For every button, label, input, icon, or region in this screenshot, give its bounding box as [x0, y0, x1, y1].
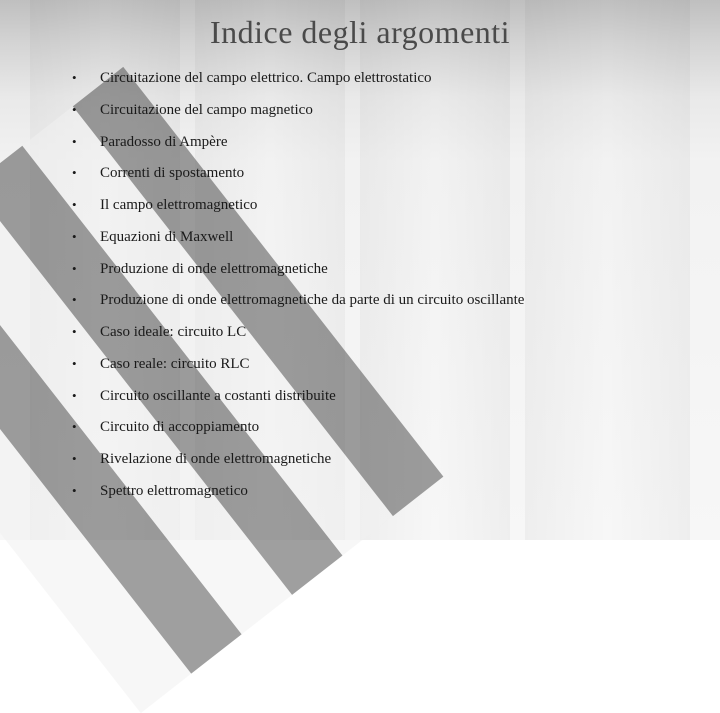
- list-item: Caso reale: circuito RLC: [72, 357, 720, 373]
- list-item: Il campo elettromagnetico: [72, 198, 720, 214]
- list-item: Produzione di onde elettromagnetiche: [72, 262, 720, 278]
- list-item: Circuitazione del campo magnetico: [72, 103, 720, 119]
- list-item: Correnti di spostamento: [72, 166, 720, 182]
- list-item: Produzione di onde elettromagnetiche da …: [72, 293, 720, 309]
- topics-list: Circuitazione del campo elettrico. Campo…: [0, 71, 720, 500]
- list-item: Equazioni di Maxwell: [72, 230, 720, 246]
- list-item: Circuito oscillante a costanti distribui…: [72, 389, 720, 405]
- list-item: Circuitazione del campo elettrico. Campo…: [72, 71, 720, 87]
- slide-content: Indice degli argomenti Circuitazione del…: [0, 0, 720, 540]
- list-item: Spettro elettromagnetico: [72, 484, 720, 500]
- list-item: Caso ideale: circuito LC: [72, 325, 720, 341]
- list-item: Circuito di accoppiamento: [72, 420, 720, 436]
- list-item: Paradosso di Ampère: [72, 135, 720, 151]
- list-item: Rivelazione di onde elettromagnetiche: [72, 452, 720, 468]
- slide-title: Indice degli argomenti: [0, 14, 720, 51]
